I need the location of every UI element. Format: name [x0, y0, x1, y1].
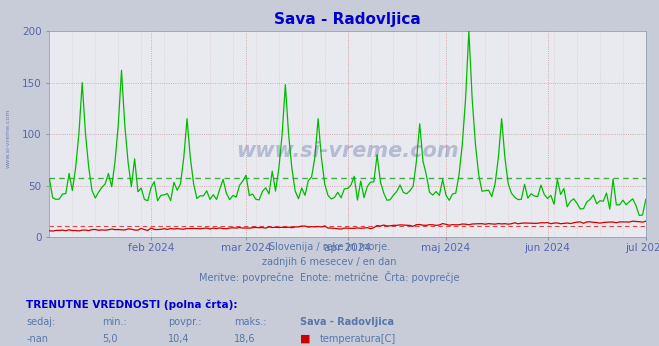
Text: Meritve: povprečne  Enote: metrične  Črta: povprečje: Meritve: povprečne Enote: metrične Črta:… [199, 271, 460, 283]
Title: Sava - Radovljica: Sava - Radovljica [274, 12, 421, 27]
Text: ■: ■ [300, 334, 310, 344]
Text: www.si-vreme.com: www.si-vreme.com [5, 109, 11, 168]
Text: temperatura[C]: temperatura[C] [320, 334, 396, 344]
Text: maks.:: maks.: [234, 317, 266, 327]
Text: sedaj:: sedaj: [26, 317, 55, 327]
Text: zadnjih 6 mesecev / en dan: zadnjih 6 mesecev / en dan [262, 257, 397, 267]
Text: www.si-vreme.com: www.si-vreme.com [237, 140, 459, 161]
Text: min.:: min.: [102, 317, 127, 327]
Text: 10,4: 10,4 [168, 334, 190, 344]
Text: TRENUTNE VREDNOSTI (polna črta):: TRENUTNE VREDNOSTI (polna črta): [26, 299, 238, 310]
Text: Sava - Radovljica: Sava - Radovljica [300, 317, 394, 327]
Text: 5,0: 5,0 [102, 334, 118, 344]
Text: -nan: -nan [26, 334, 48, 344]
Text: Slovenija / reke in morje.: Slovenija / reke in morje. [269, 242, 390, 252]
Text: 18,6: 18,6 [234, 334, 256, 344]
Text: povpr.:: povpr.: [168, 317, 202, 327]
